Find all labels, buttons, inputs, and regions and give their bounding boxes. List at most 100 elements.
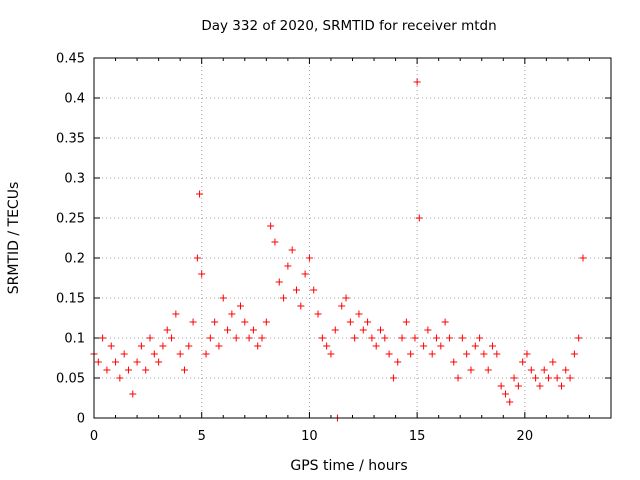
data-point — [553, 374, 561, 382]
y-tick-label: 0.25 — [56, 212, 85, 227]
data-point — [407, 350, 415, 358]
data-point — [536, 382, 544, 390]
data-point — [189, 318, 197, 326]
data-point — [338, 302, 346, 310]
data-point — [116, 374, 124, 382]
data-point — [185, 342, 193, 350]
data-point — [450, 358, 458, 366]
y-tick-label: 0.3 — [64, 172, 85, 187]
y-tick-label: 0.15 — [56, 292, 85, 307]
data-point — [346, 318, 354, 326]
data-point — [389, 374, 397, 382]
y-tick-label: 0.45 — [56, 52, 85, 67]
data-point — [159, 342, 167, 350]
data-point — [275, 278, 283, 286]
data-point — [176, 350, 184, 358]
data-point — [133, 358, 141, 366]
x-tick-label: 20 — [517, 429, 534, 444]
x-tick-label: 5 — [198, 429, 206, 444]
data-point — [172, 310, 180, 318]
data-point — [532, 374, 540, 382]
data-point — [228, 310, 236, 318]
data-point — [254, 342, 262, 350]
data-point — [107, 342, 115, 350]
data-point — [342, 294, 350, 302]
data-point — [305, 254, 313, 262]
data-point — [224, 326, 232, 334]
data-point — [103, 366, 111, 374]
data-point — [180, 366, 188, 374]
data-point — [471, 342, 479, 350]
data-point — [262, 318, 270, 326]
data-point — [545, 374, 553, 382]
data-point — [415, 214, 423, 222]
chart-title: Day 332 of 2020, SRMTID for receiver mtd… — [201, 18, 496, 34]
data-point — [163, 326, 171, 334]
y-tick-label: 0.1 — [64, 332, 85, 347]
y-tick-label: 0 — [77, 412, 85, 427]
data-point — [411, 334, 419, 342]
y-tick-label: 0.4 — [64, 92, 85, 107]
data-point — [372, 342, 380, 350]
x-tick-label: 15 — [409, 429, 426, 444]
data-point — [292, 286, 300, 294]
data-point — [420, 342, 428, 350]
data-point — [120, 350, 128, 358]
data-point — [249, 326, 257, 334]
data-point — [258, 334, 266, 342]
data-point — [137, 342, 145, 350]
data-point — [575, 334, 583, 342]
data-point — [368, 334, 376, 342]
x-tick-label: 0 — [90, 429, 98, 444]
data-point — [428, 350, 436, 358]
data-point — [493, 350, 501, 358]
data-point — [150, 350, 158, 358]
data-point — [215, 342, 223, 350]
data-point — [206, 334, 214, 342]
data-point — [523, 350, 531, 358]
data-point — [219, 294, 227, 302]
data-point — [323, 342, 331, 350]
data-point — [377, 326, 385, 334]
data-point — [458, 334, 466, 342]
data-point — [288, 246, 296, 254]
data-point — [241, 318, 249, 326]
data-point — [355, 310, 363, 318]
data-point — [364, 318, 372, 326]
data-point — [445, 334, 453, 342]
data-points — [90, 78, 587, 422]
data-point — [402, 318, 410, 326]
data-point — [142, 366, 150, 374]
data-point — [310, 286, 318, 294]
data-point — [463, 350, 471, 358]
data-point — [476, 334, 484, 342]
data-point — [211, 318, 219, 326]
data-point — [510, 374, 518, 382]
axis-ticks: 0 0.05 0.1 0.15 0.2 0.25 0.3 0.35 0.4 0.45 0 5 10 15 2… — [56, 52, 611, 444]
data-point — [94, 358, 102, 366]
data-point — [424, 326, 432, 334]
y-tick-label: 0.2 — [64, 252, 85, 267]
data-point — [549, 358, 557, 366]
data-point — [314, 310, 322, 318]
data-point — [566, 374, 574, 382]
data-point — [331, 326, 339, 334]
x-tick-label: 10 — [301, 429, 318, 444]
data-point — [514, 382, 522, 390]
data-point — [146, 334, 154, 342]
data-point — [124, 366, 132, 374]
data-point — [579, 254, 587, 262]
data-point — [280, 294, 288, 302]
data-point — [413, 78, 421, 86]
data-point — [297, 302, 305, 310]
y-tick-label: 0.05 — [56, 372, 85, 387]
data-point — [527, 366, 535, 374]
data-point — [196, 190, 204, 198]
data-point — [168, 334, 176, 342]
data-point — [454, 374, 462, 382]
y-axis-label: SRMTID / TECUs — [6, 182, 22, 295]
data-point — [467, 366, 475, 374]
data-point — [129, 390, 137, 398]
data-point — [489, 342, 497, 350]
